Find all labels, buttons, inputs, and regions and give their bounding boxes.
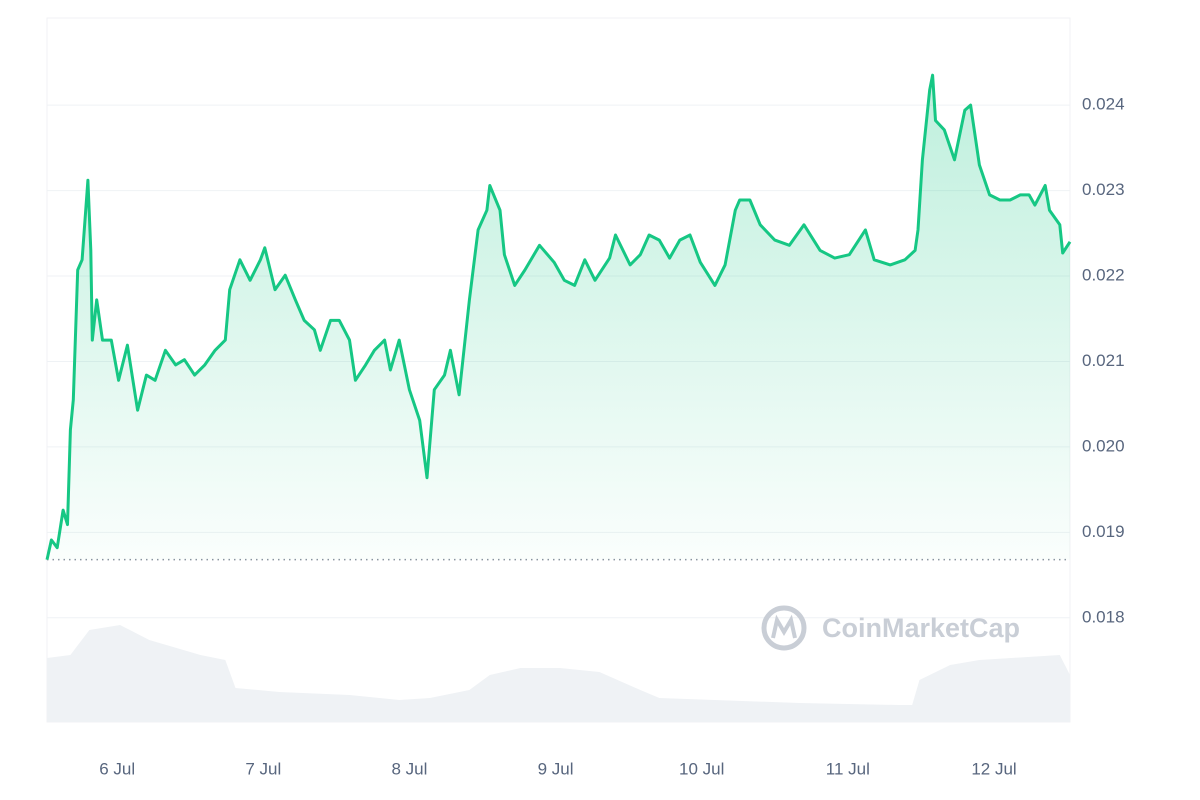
- y-tick-label: 0.019: [1082, 522, 1125, 541]
- y-tick-label: 0.020: [1082, 436, 1125, 455]
- y-tick-label: 0.022: [1082, 266, 1125, 285]
- price-line: [45, 73, 1072, 561]
- volume-area: [47, 625, 1070, 722]
- y-tick-label: 0.024: [1082, 95, 1125, 114]
- watermark-text: CoinMarketCap: [822, 613, 1020, 643]
- x-tick-label: 9 Jul: [538, 759, 574, 778]
- watermark-logo: [761, 605, 807, 651]
- x-tick-label: 7 Jul: [245, 759, 281, 778]
- x-tick-label: 12 Jul: [971, 759, 1016, 778]
- watermark: CoinMarketCap: [761, 605, 1020, 651]
- x-tick-label: 11 Jul: [826, 759, 870, 778]
- y-tick-label: 0.023: [1082, 180, 1125, 199]
- price-fill: [47, 75, 1070, 560]
- x-tick-label: 6 Jul: [99, 759, 135, 778]
- x-tick-label: 8 Jul: [391, 759, 427, 778]
- y-tick-label: 0.018: [1082, 607, 1125, 626]
- y-tick-label: 0.021: [1082, 351, 1125, 370]
- x-tick-label: 10 Jul: [679, 759, 724, 778]
- watermark-logo: [771, 614, 797, 639]
